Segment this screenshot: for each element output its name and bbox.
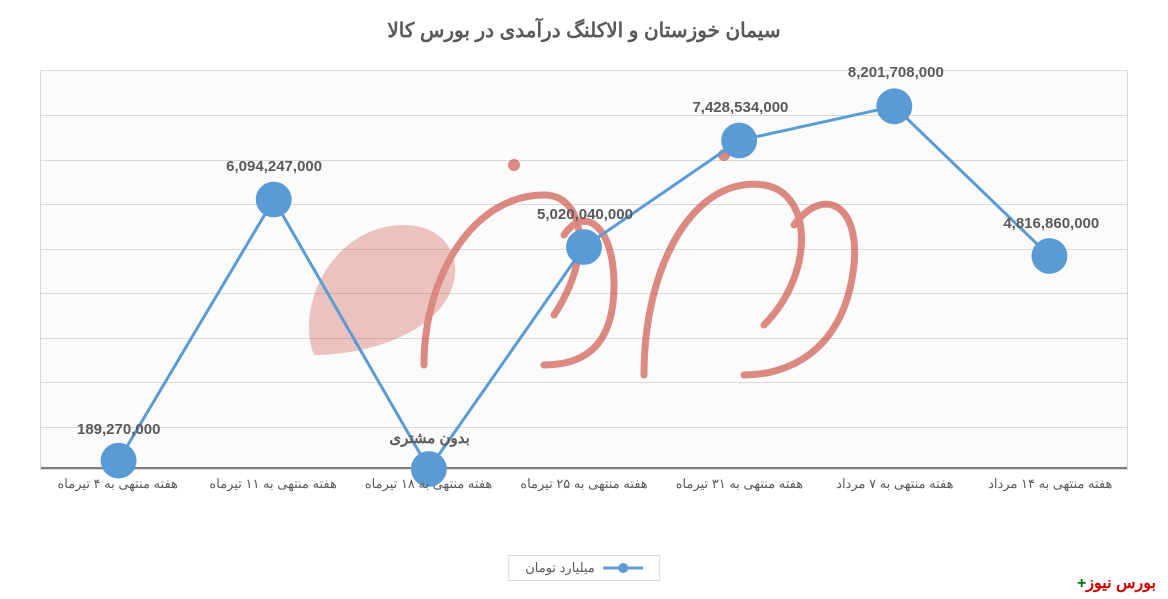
data-label: 7,428,534,000: [692, 99, 788, 116]
x-axis-label: هفته منتهی به ۷ مرداد: [817, 475, 972, 525]
plot-area: 4,816,860,0008,201,708,0007,428,534,0005…: [40, 70, 1128, 470]
data-label: 5,020,040,000: [537, 206, 633, 223]
data-label: 4,816,860,000: [1003, 215, 1099, 232]
footer-credit: بورس نیوز+: [1077, 573, 1156, 593]
data-label: 8,201,708,000: [848, 64, 944, 81]
legend-label: میلیارد تومان: [525, 560, 595, 576]
chart-container: سیمان خوزستان و الاکلنگ درآمدی در بورس ک…: [0, 0, 1168, 599]
x-axis-label: هفته منتهی به ۳۱ تیرماه: [662, 475, 817, 525]
x-axis-label: هفته منتهی به ۱۱ تیرماه: [195, 475, 350, 525]
data-label: 6,094,247,000: [226, 158, 322, 175]
footer-plus: +: [1077, 575, 1086, 592]
x-axis-labels: هفته منتهی به ۴ تیرماههفته منتهی به ۱۱ ت…: [40, 475, 1128, 525]
legend-marker: [603, 562, 643, 574]
data-label: بدون مشتری: [389, 429, 469, 447]
x-axis-label: هفته منتهی به ۴ تیرماه: [40, 475, 195, 525]
x-axis-label: هفته منتهی به ۱۸ تیرماه: [351, 475, 506, 525]
x-axis-label: هفته منتهی به ۱۴ مرداد: [973, 475, 1128, 525]
footer-text: بورس نیوز: [1086, 575, 1156, 592]
data-label: 189,270,000: [77, 421, 160, 438]
chart-title: سیمان خوزستان و الاکلنگ درآمدی در بورس ک…: [0, 0, 1168, 43]
legend: میلیارد تومان: [508, 555, 660, 581]
chart-svg: [41, 71, 1127, 469]
x-axis-label: هفته منتهی به ۲۵ تیرماه: [506, 475, 661, 525]
